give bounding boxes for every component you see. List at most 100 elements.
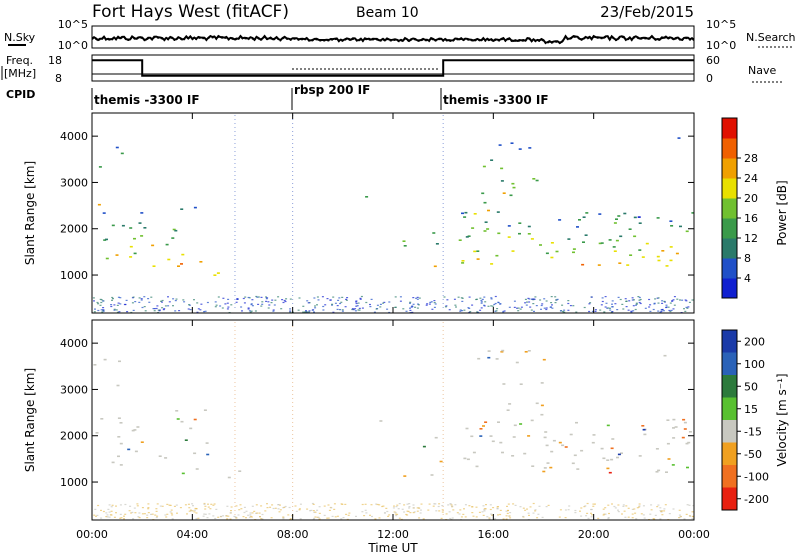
echo-mark [416, 296, 419, 298]
echo-mark [448, 511, 451, 513]
echo-mark [416, 507, 419, 509]
echo-mark [459, 309, 462, 311]
echo-mark [289, 298, 292, 300]
colorbar-swatch [722, 397, 737, 421]
echo-mark [118, 311, 121, 313]
echo-mark [266, 503, 268, 505]
freq-tick-bottom: 8 [55, 72, 62, 85]
noise-right-label: N.Search [746, 31, 796, 44]
echo-mark [281, 299, 284, 301]
echo-mark [418, 507, 421, 509]
echo-mark [635, 304, 637, 306]
echo-mark [652, 518, 655, 520]
echo-mark [433, 503, 436, 505]
echo-mark [289, 308, 292, 310]
echo-mark [100, 509, 102, 511]
echo-mark [465, 236, 469, 238]
echo-mark [235, 301, 238, 303]
echo-mark [477, 311, 480, 313]
echo-mark [406, 510, 409, 512]
echo-mark [153, 308, 156, 310]
y-tick-label: 4000 [60, 337, 88, 350]
colorbar-swatch [722, 487, 737, 511]
echo-mark [493, 303, 496, 306]
echo-mark [265, 296, 267, 298]
echo-mark [524, 509, 527, 511]
echo-mark [245, 517, 247, 519]
echo-mark [375, 308, 378, 310]
echo-mark [584, 505, 587, 507]
echo-mark [113, 309, 116, 311]
echo-mark [120, 152, 124, 155]
echo-mark [111, 296, 114, 299]
echo-mark [418, 297, 421, 299]
echo-mark [229, 512, 232, 514]
echo-mark [485, 504, 487, 506]
echo-mark [102, 510, 105, 513]
echo-mark [282, 301, 285, 304]
echo-mark [302, 305, 305, 307]
noise-left-tick-top: 10^5 [58, 18, 88, 31]
echo-mark [445, 513, 448, 515]
echo-mark [531, 465, 535, 467]
echo-mark [631, 299, 634, 301]
echo-mark [140, 299, 143, 301]
echo-mark [376, 304, 379, 306]
echo-mark [227, 476, 231, 479]
echo-mark [506, 409, 510, 411]
velocity-data [93, 322, 695, 521]
echo-mark [534, 509, 537, 511]
freq-panel: Freq. [MHz] 18 8 60 0 Nave [1, 54, 782, 85]
echo-mark [588, 310, 591, 313]
echo-mark [661, 308, 664, 311]
echo-mark [107, 508, 110, 510]
echo-mark [191, 503, 194, 505]
echo-mark [479, 428, 483, 430]
echo-mark [455, 306, 457, 308]
echo-mark [569, 305, 572, 307]
echo-mark [118, 360, 121, 363]
echo-mark [208, 513, 211, 515]
echo-mark [471, 506, 474, 508]
echo-mark [93, 311, 96, 313]
echo-mark [691, 299, 694, 301]
echo-mark [572, 305, 575, 307]
echo-mark [140, 235, 144, 237]
echo-mark [490, 305, 493, 307]
echo-mark [257, 303, 260, 305]
echo-mark [682, 418, 686, 421]
echo-mark [186, 513, 188, 515]
echo-mark [250, 310, 253, 312]
echo-mark [688, 301, 691, 303]
echo-mark [679, 299, 681, 301]
echo-mark [630, 310, 633, 312]
power-ylabel: Slant Range [km] [23, 161, 37, 265]
echo-mark [294, 505, 297, 507]
echo-mark [258, 512, 261, 514]
echo-mark [255, 512, 258, 514]
echo-mark [379, 306, 382, 308]
echo-mark [594, 503, 596, 505]
echo-mark [487, 305, 490, 307]
echo-mark [354, 310, 357, 312]
echo-mark [563, 311, 566, 313]
echo-mark [529, 506, 532, 508]
echo-mark [672, 418, 676, 421]
echo-mark [666, 419, 670, 421]
echo-mark [689, 515, 692, 517]
echo-mark [412, 303, 415, 305]
echo-mark [227, 515, 230, 517]
echo-mark [102, 212, 106, 214]
echo-mark [183, 301, 186, 303]
echo-mark [417, 304, 420, 306]
echo-mark [551, 304, 553, 306]
echo-mark [264, 510, 267, 512]
echo-mark [606, 467, 610, 470]
x-tick-label: 20:00 [578, 528, 610, 541]
echo-mark [639, 298, 642, 301]
echo-mark [683, 308, 685, 310]
echo-mark [541, 516, 544, 518]
echo-mark [174, 229, 178, 232]
echo-mark [528, 298, 531, 300]
echo-mark [323, 514, 326, 516]
